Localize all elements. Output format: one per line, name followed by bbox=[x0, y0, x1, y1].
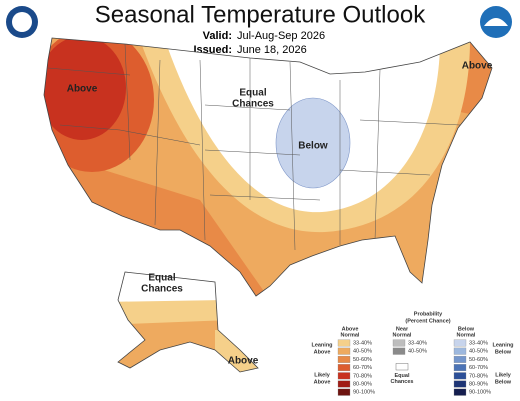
legend-swatch bbox=[453, 355, 467, 363]
title: Seasonal Temperature Outlook bbox=[95, 1, 426, 28]
legend-swatch bbox=[392, 339, 406, 347]
legend-column-header: Normal bbox=[341, 332, 360, 338]
alaska-outline bbox=[117, 271, 259, 373]
legend-swatch bbox=[337, 380, 351, 388]
legend-item-label: 40-50% bbox=[353, 349, 372, 355]
legend-item-label: 33-40% bbox=[408, 340, 427, 346]
legend-item-label: 70-80% bbox=[469, 373, 488, 379]
legend-column-header: Normal bbox=[457, 332, 476, 338]
legend-title: Probability bbox=[414, 311, 443, 317]
state-lines bbox=[47, 43, 461, 251]
legend-swatch bbox=[392, 347, 406, 355]
label-center: Chances bbox=[232, 99, 274, 110]
legend-swatch bbox=[337, 388, 351, 396]
label-alaska: Equal bbox=[148, 273, 175, 284]
legend-item-label: 50-60% bbox=[353, 357, 372, 363]
legend-side-label: Leaning bbox=[492, 342, 513, 348]
legend-swatch bbox=[453, 380, 467, 388]
issued: June 18, 2026 bbox=[237, 44, 307, 56]
agency-logo-inner bbox=[12, 12, 32, 32]
label-alaska-southeast: Above bbox=[228, 356, 259, 367]
alaska-33-40 bbox=[118, 300, 230, 325]
legend-item-label: 50-60% bbox=[469, 357, 488, 363]
legend-swatch bbox=[337, 372, 351, 380]
legend-swatch bbox=[337, 339, 351, 347]
valid: Jul-Aug-Sep 2026 bbox=[237, 30, 325, 42]
valid-label: Valid: bbox=[203, 30, 232, 42]
legend-column-header: Below bbox=[458, 326, 475, 332]
legend-item-label: 33-40% bbox=[469, 340, 488, 346]
legend-item-label: 40-50% bbox=[469, 349, 488, 355]
legend-item-label: 60-70% bbox=[469, 365, 488, 371]
legend-equal-label: Equal bbox=[395, 373, 410, 379]
legend: Probability (Percent Chance) AboveNormal… bbox=[311, 311, 513, 395]
label-alaska: Chances bbox=[141, 284, 183, 295]
legend-swatch bbox=[453, 347, 467, 355]
legend-side-label: Likely bbox=[314, 372, 331, 378]
legend-swatch bbox=[337, 355, 351, 363]
legend-side-label: Likely bbox=[495, 372, 512, 378]
legend-item-label: 80-90% bbox=[353, 381, 372, 387]
legend-side-label: Below bbox=[495, 379, 512, 385]
noaa-logo-bird bbox=[484, 18, 508, 26]
legend-swatch bbox=[337, 347, 351, 355]
legend-swatch-equal bbox=[395, 363, 409, 371]
legend-swatch bbox=[337, 364, 351, 372]
legend-side-label: Below bbox=[495, 349, 512, 355]
legend-equal-label: Chances bbox=[391, 379, 414, 385]
legend-side-label: Above bbox=[314, 349, 331, 355]
legend-item-label: 60-70% bbox=[353, 365, 372, 371]
label-center: Equal bbox=[239, 88, 266, 99]
conus-outline bbox=[43, 37, 493, 297]
legend-swatch bbox=[453, 388, 467, 396]
region-70-80 bbox=[44, 38, 126, 140]
legend-item-label: 70-80% bbox=[353, 373, 372, 379]
legend-side-label: Above bbox=[314, 379, 331, 385]
legend-item-label: 90-100% bbox=[469, 390, 491, 396]
legend-item-label: 33-40% bbox=[353, 340, 372, 346]
label-northeast: Above bbox=[462, 61, 493, 72]
legend-item-label: 80-90% bbox=[469, 381, 488, 387]
legend-column-header: Normal bbox=[393, 332, 412, 338]
legend-swatch bbox=[453, 339, 467, 347]
legend-swatch bbox=[453, 372, 467, 380]
legend-column-header: Near bbox=[396, 326, 409, 332]
legend-swatch bbox=[453, 364, 467, 372]
alaska-equal-chances bbox=[118, 272, 230, 302]
legend-item-label: 90-100% bbox=[353, 390, 375, 396]
region-below bbox=[275, 97, 351, 189]
legend-item-label: 40-50% bbox=[408, 349, 427, 355]
legend-column-header: Above bbox=[342, 326, 359, 332]
legend-side-label: Leaning bbox=[311, 342, 332, 348]
label-midwest: Below bbox=[298, 141, 328, 152]
label-northwest: Above bbox=[67, 84, 98, 95]
legend-title: (Percent Chance) bbox=[405, 318, 450, 324]
